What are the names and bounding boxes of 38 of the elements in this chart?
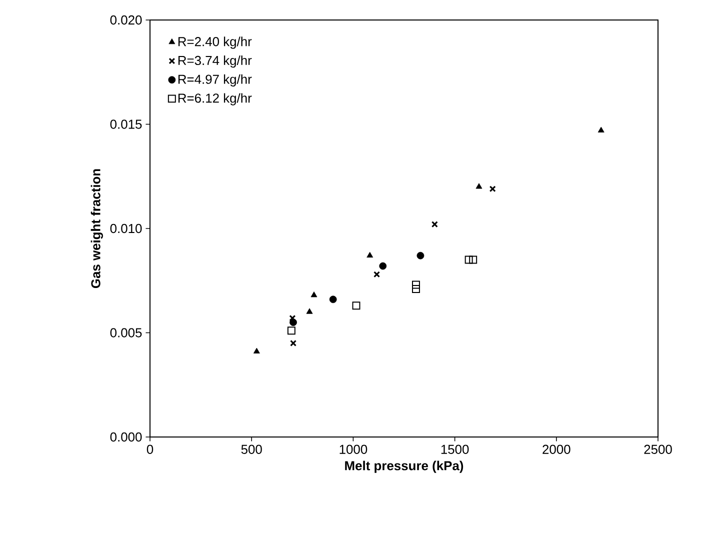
- point: [290, 318, 297, 326]
- y-tick-label: 0.015: [110, 120, 142, 129]
- point: [416, 252, 424, 260]
- x-tick-label: 500: [241, 444, 262, 454]
- legend-label: R=4.97 kg/hr: [178, 74, 252, 86]
- x-tick-label: 1000: [340, 444, 368, 454]
- y-tick-label: 0.010: [110, 224, 142, 234]
- point: [469, 256, 478, 264]
- point: [374, 271, 380, 278]
- point: [412, 280, 420, 289]
- point: [464, 256, 473, 264]
- point: [287, 326, 296, 335]
- point: [598, 126, 604, 132]
- point: [366, 252, 374, 258]
- point: [290, 340, 297, 346]
- point: [476, 183, 482, 189]
- point: [253, 348, 260, 354]
- x-tick-label: 1500: [441, 444, 469, 454]
- legend-label: R=6.12 kg/hr: [178, 93, 252, 106]
- y-axis-title: Gas weight fraction: [90, 169, 103, 288]
- point: [352, 302, 360, 310]
- point: [329, 296, 337, 304]
- point: [379, 262, 387, 270]
- point: [289, 314, 296, 322]
- y-tick-label: 0.000: [110, 432, 142, 442]
- point: [412, 284, 420, 293]
- x-tick-label: 2500: [644, 444, 672, 454]
- x-axis-title: Melt pressure (kPa): [345, 460, 464, 473]
- y-tick-label: 0.020: [110, 15, 142, 25]
- point: [306, 308, 313, 314]
- point: [431, 221, 438, 228]
- point: [489, 186, 496, 192]
- legend-label: R=2.40 kg/hr: [178, 36, 252, 49]
- point: [310, 292, 318, 298]
- legend-label: R=3.74 kg/hr: [178, 56, 252, 68]
- x-tick-label: 2000: [542, 444, 570, 454]
- x-tick-label: 0: [146, 444, 154, 454]
- y-tick-label: 0.005: [110, 328, 142, 338]
